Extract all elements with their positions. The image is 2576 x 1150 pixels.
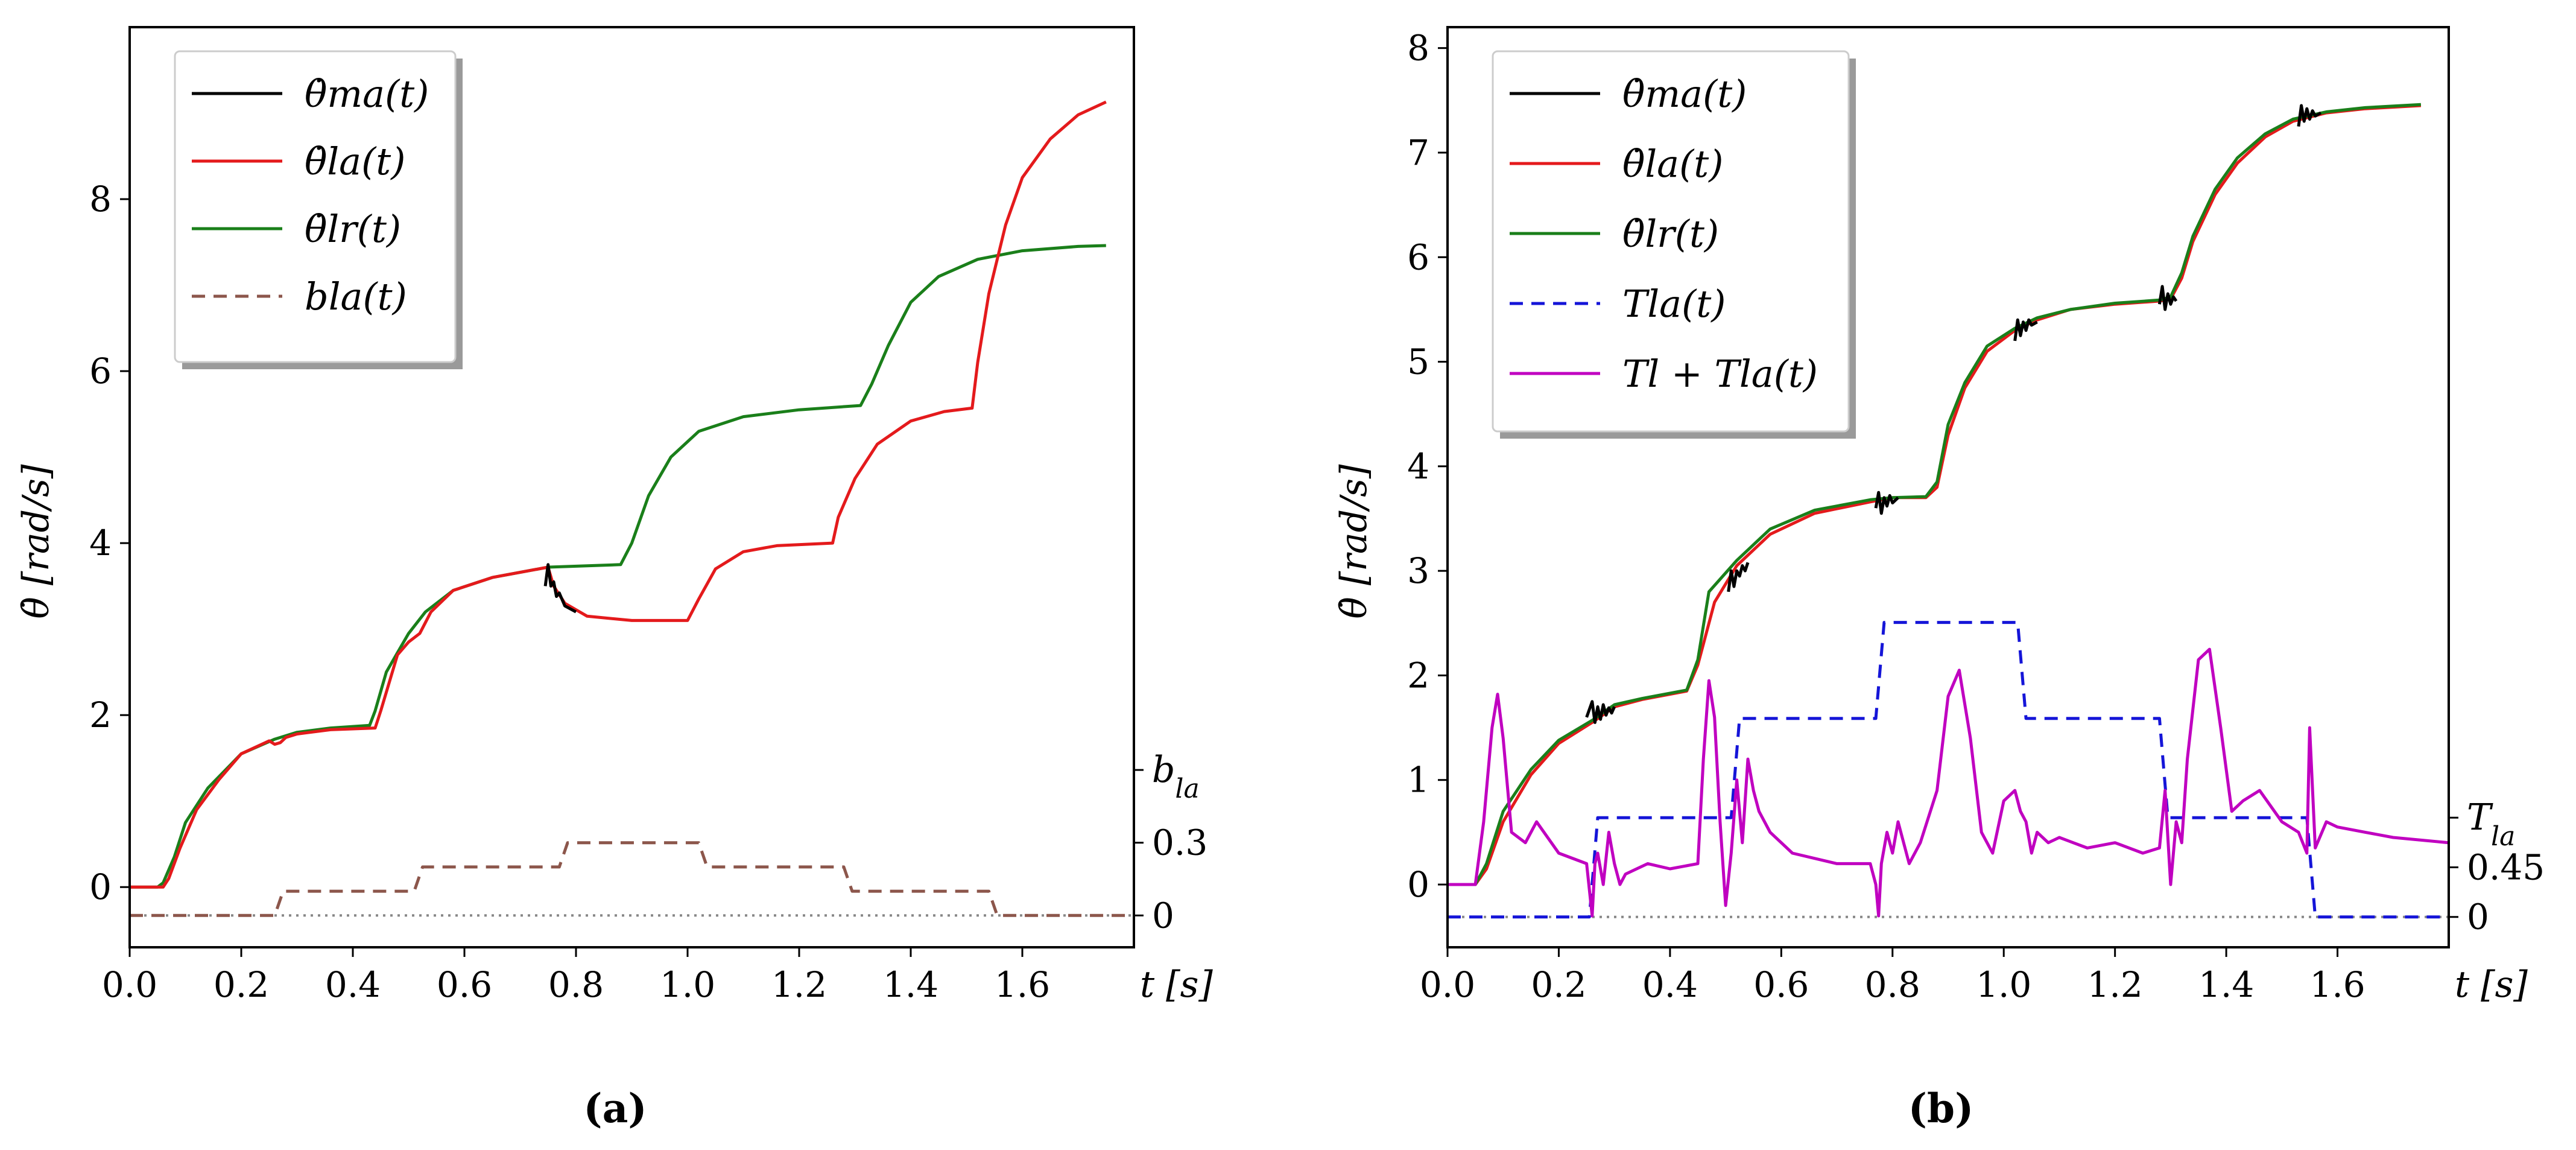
chart-panel-b: 0.0 0.2 0.4 0.6 0.8 1.0 1.2 1.4 1.6 t [s] 0 1 2 3 4 5 6 7… xyxy=(1333,26,2545,1132)
y-tick-label: 2 xyxy=(89,694,112,735)
x-tick-label: 1.2 xyxy=(2087,964,2143,1005)
y-tick-label: 6 xyxy=(89,351,112,392)
x-tick-label: 1.6 xyxy=(2309,964,2365,1005)
legend-label-ma: θ̇ma(t) xyxy=(305,72,429,116)
legend-label-Tl: Tl + Tla(t) xyxy=(1622,352,1818,396)
x-tick-label: 0.8 xyxy=(1865,964,1920,1005)
right-axis-label: bla xyxy=(1152,749,1200,804)
series-line-ma-6 xyxy=(2157,285,2178,311)
series-line-la-0 xyxy=(1448,104,2422,886)
legend-label-b: bla(t) xyxy=(305,275,407,319)
right-tick-label: 0 xyxy=(1152,895,1174,936)
series-line-ma-4 xyxy=(1874,491,1899,515)
y-tick-label: 8 xyxy=(1407,28,1429,69)
series-line-ma-7 xyxy=(2297,104,2322,127)
legend-label-lr: θ̇lr(t) xyxy=(305,207,401,251)
legend-label-la: θ̇la(t) xyxy=(1622,142,1723,186)
series-line-Tl-9 xyxy=(1448,647,2449,918)
series-line-lr-1 xyxy=(1448,103,2422,886)
x-axis-label: t [s] xyxy=(1140,964,1213,1006)
x-axis-label: t [s] xyxy=(2455,964,2528,1006)
y-tick-label: 6 xyxy=(1407,237,1429,278)
x-tick-label: 0.0 xyxy=(102,964,157,1005)
x-tick-label: 0.4 xyxy=(1642,964,1698,1005)
y-tick-label: 7 xyxy=(1407,132,1429,173)
right-tick-label: 0.3 xyxy=(1152,822,1207,863)
chart-panel-a: 0.0 0.2 0.4 0.6 0.8 1.0 1.2 1.4 1.6 t [s] 0 2 4 6 8 θ̇ … xyxy=(15,26,1213,1132)
y-tick-label: 0 xyxy=(89,866,112,907)
y-tick-label: 8 xyxy=(89,179,112,220)
x-tick-label: 1.4 xyxy=(2198,964,2254,1005)
plot-frame xyxy=(1446,26,2450,948)
x-tick-label: 0.0 xyxy=(1420,964,1475,1005)
y-tick-label: 2 xyxy=(1407,655,1429,696)
x-tick-label: 1.0 xyxy=(660,964,715,1005)
series-line-ma-2 xyxy=(1585,700,1616,724)
x-tick-label: 0.2 xyxy=(214,964,269,1005)
y-tick-label: 5 xyxy=(1407,342,1429,383)
panel-caption: (b) xyxy=(1908,1085,1974,1132)
series-line-ma-5 xyxy=(2013,318,2038,342)
x-tick-label: 0.6 xyxy=(437,964,492,1005)
panel-caption: (a) xyxy=(583,1085,647,1132)
x-tick-label: 0.8 xyxy=(548,964,604,1005)
x-tick-label: 1.6 xyxy=(995,964,1050,1005)
y-axis-label: θ̇ [rad/s] xyxy=(1333,464,1375,618)
series-line-T-8 xyxy=(1448,621,2449,919)
series-line-ma-2 xyxy=(543,563,577,614)
series-line-b-3 xyxy=(130,841,1134,917)
x-tick-label: 1.0 xyxy=(1976,964,2031,1005)
legend-label-lr: θ̇lr(t) xyxy=(1622,212,1719,256)
right-tick-label: 0.45 xyxy=(2467,847,2545,888)
x-tick-label: 0.4 xyxy=(325,964,381,1005)
y-tick-label: 1 xyxy=(1407,760,1429,801)
x-tick-label: 1.2 xyxy=(771,964,827,1005)
legend-label-la: θ̇la(t) xyxy=(305,139,405,183)
y-tick-label: 0 xyxy=(1407,864,1429,905)
x-tick-label: 0.2 xyxy=(1531,964,1586,1005)
legend-label-T: Tla(t) xyxy=(1622,282,1726,326)
legend-box xyxy=(1492,50,1850,433)
legend-label-ma: θ̇ma(t) xyxy=(1622,72,1747,116)
y-tick-label: 3 xyxy=(1407,550,1429,591)
x-tick-label: 0.6 xyxy=(1753,964,1809,1005)
series-line-ma-3 xyxy=(1727,562,1750,592)
y-axis-label: θ̇ [rad/s] xyxy=(15,464,57,618)
legend-box xyxy=(174,50,457,363)
plot-frame xyxy=(128,26,1135,948)
y-tick-label: 4 xyxy=(89,523,112,564)
right-tick-label: 0 xyxy=(2467,897,2489,938)
y-tick-label: 4 xyxy=(1407,446,1429,487)
x-tick-label: 1.4 xyxy=(883,964,938,1005)
